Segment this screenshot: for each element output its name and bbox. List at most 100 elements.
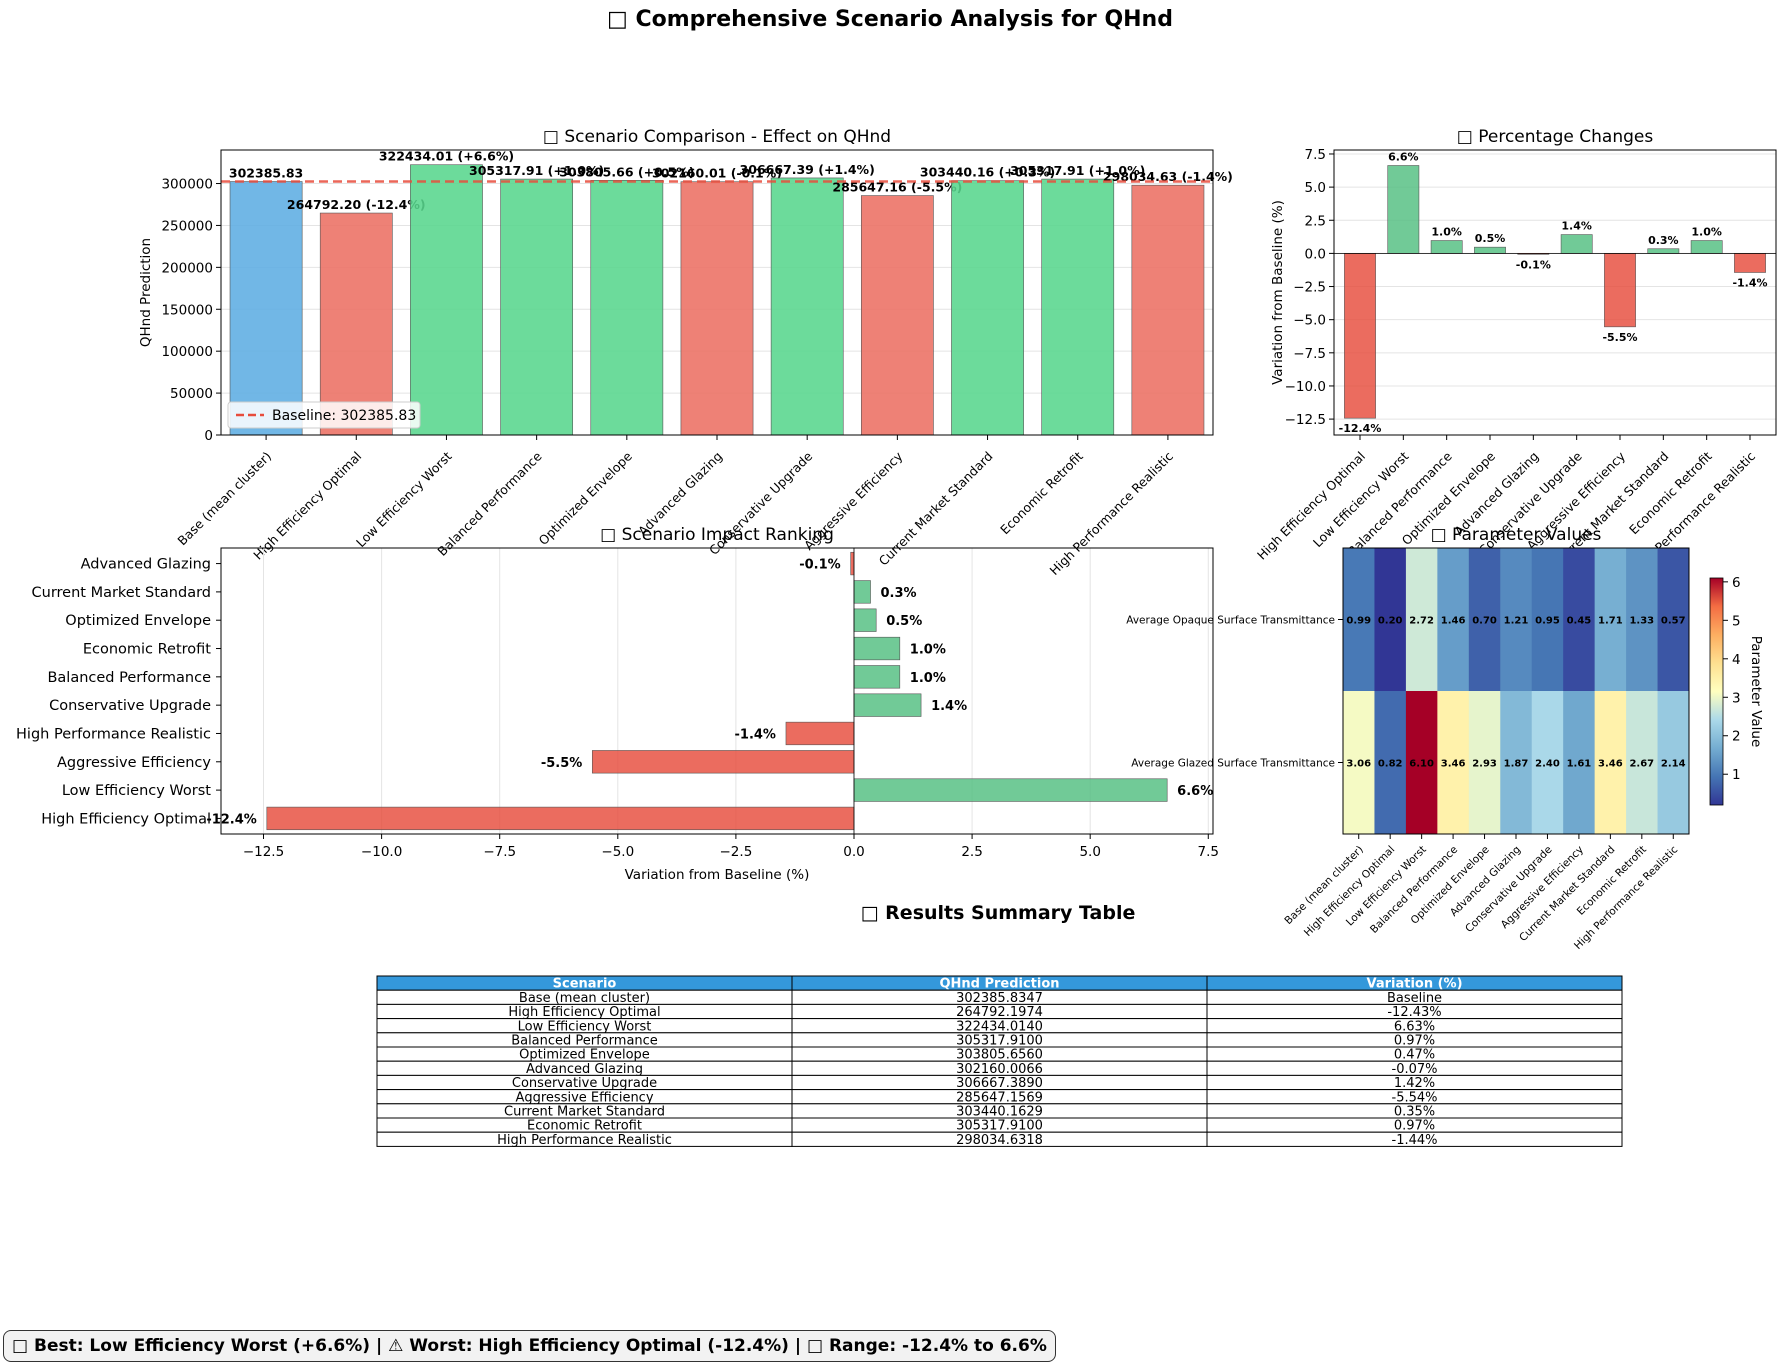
heatmap-cell-label: 0.99: [1346, 616, 1371, 627]
table-cell-text: 303440.1629: [956, 1105, 1043, 1120]
heatmap-cell-label: 0.57: [1661, 616, 1686, 627]
x-tick-label: −5.0: [601, 844, 634, 860]
legend-box: [227, 401, 421, 429]
heatmap-cell: [1405, 548, 1438, 692]
bar-value-label: 1.4%: [931, 699, 967, 714]
table-cell-text: 0.47%: [1394, 1048, 1435, 1063]
axes-frame: [1342, 547, 1690, 835]
bar: [680, 181, 754, 436]
bar: [1131, 184, 1205, 436]
page-title: □ Comprehensive Scenario Analysis for QH…: [607, 7, 1173, 32]
bar-value-label: -12.4%: [206, 812, 257, 827]
table-cell-text: Aggressive Efficiency: [515, 1090, 653, 1105]
heatmap-cell: [1657, 691, 1690, 835]
y-tick-label: Optimized Envelope: [65, 613, 211, 629]
parameter-heatmap: 0.99 0.20 2.72 1.46 0.70 1.21 0.95 0.45 1.71 1.33…: [1126, 525, 1764, 952]
table-cell-text: Balanced Performance: [511, 1034, 658, 1049]
bar: [229, 181, 303, 436]
bar-value-label: 0.5%: [886, 614, 922, 629]
colorbar-label: Parameter Value: [1748, 636, 1764, 748]
heatmap-cell: [1374, 548, 1407, 692]
y-tick-label: Current Market Standard: [32, 585, 212, 601]
chart-title: □ Scenario Impact Ranking: [600, 525, 834, 545]
heatmap-cell: [1500, 548, 1533, 692]
y-tick-label: 300000: [161, 177, 213, 193]
bar: [1734, 253, 1766, 273]
table-cell-text: -5.54%: [1392, 1090, 1438, 1105]
x-tick-label: Economic Retrofit: [997, 448, 1086, 537]
heatmap-row-label: Average Opaque Surface Transmittance: [1126, 615, 1335, 627]
table-cell-text: 302385.8347: [956, 991, 1043, 1006]
bar: [410, 164, 483, 436]
table-cell-text: High Performance Realistic: [497, 1133, 672, 1148]
heatmap-cell: [1531, 548, 1564, 692]
heatmap-cell: [1563, 691, 1596, 835]
table-header-text: Scenario: [553, 977, 617, 992]
heatmap-cell-label: 2.93: [1472, 759, 1497, 770]
heatmap-cell-label: 0.70: [1472, 616, 1497, 627]
heatmap-cell: [1343, 691, 1375, 835]
heatmap-cell: [1594, 691, 1627, 835]
table-cell-text: 0.97%: [1394, 1119, 1435, 1134]
bar-value-label: 0.3%: [881, 586, 917, 601]
bar-value-label: 1.4%: [1561, 220, 1592, 233]
heatmap-cell: [1500, 691, 1533, 835]
bar-value-label: 302385.83: [229, 166, 303, 181]
table-cell-text: Economic Retrofit: [527, 1119, 642, 1134]
heatmap-cell-label: 1.46: [1441, 616, 1466, 627]
y-tick-label: Aggressive Efficiency: [57, 755, 211, 771]
bar-value-label: 1.0%: [1691, 226, 1722, 239]
x-tick-label: −10.0: [361, 844, 402, 860]
table-cell: [1206, 1131, 1623, 1147]
table-header-text: Variation (%): [1366, 977, 1462, 992]
y-axis-label: Variation from Baseline (%): [1270, 200, 1286, 385]
bar: [853, 636, 901, 661]
y-tick-label: Balanced Performance: [47, 670, 211, 686]
axes-frame: [220, 149, 1214, 436]
bar-value-label: -1.4%: [735, 727, 776, 742]
colorbar-tick-label: 1: [1732, 767, 1741, 783]
table-cell-text: Conservative Upgrade: [512, 1076, 657, 1091]
bar-value-label: -0.1%: [799, 558, 840, 573]
table-cell-text: 0.97%: [1394, 1034, 1435, 1049]
bar: [853, 580, 871, 604]
y-tick-label: Economic Retrofit: [83, 642, 211, 658]
bar-value-label: 1.0%: [910, 671, 946, 686]
table-cell-text: 6.63%: [1394, 1019, 1435, 1034]
bar: [1344, 253, 1376, 419]
heatmap-cell-label: 2.14: [1661, 759, 1686, 770]
heatmap-cell-label: 2.40: [1535, 759, 1560, 770]
x-tick-label: 0.0: [843, 844, 864, 860]
table-cell-text: 322434.0140: [956, 1019, 1043, 1034]
colorbar: [1709, 577, 1724, 806]
y-tick-label: High Performance Realistic: [16, 726, 211, 742]
bar-value-label: 303440.16 (+0.3%): [920, 165, 1055, 180]
y-tick-label: Low Efficiency Worst: [62, 783, 211, 799]
y-tick-label: 250000: [161, 218, 213, 234]
x-tick-label: Low Efficiency Worst: [353, 448, 455, 550]
bar-value-label: 6.6%: [1177, 784, 1213, 799]
bar: [860, 195, 934, 436]
table-cell-text: Optimized Envelope: [519, 1048, 650, 1063]
y-tick-label: 5.0: [1305, 180, 1326, 196]
heatmap-cell: [1531, 691, 1564, 835]
table-cell-text: Advanced Glazing: [526, 1062, 643, 1077]
table-cell-text: 303805.6560: [956, 1048, 1043, 1063]
results-summary-table: Scenario QHnd Prediction Variation (%)Base…: [376, 975, 1623, 1148]
heatmap-cell: [1563, 548, 1596, 692]
table-cell-text: 298034.6318: [956, 1133, 1043, 1148]
y-tick-label: 100000: [161, 344, 213, 360]
x-tick-label: Balanced Performance: [434, 448, 545, 559]
bar-value-label: 306667.39 (+1.4%): [740, 162, 875, 177]
comparison-chart: 0 50000 100000 150000 200000 250000 300000 3023…: [138, 127, 1233, 578]
table-cell-text: Low Efficiency Worst: [518, 1019, 652, 1034]
chart-title: □ Parameter Values: [1431, 525, 1602, 545]
bar: [591, 750, 855, 774]
bar: [1560, 234, 1593, 254]
heatmap-cell-label: 3.06: [1346, 759, 1371, 770]
bar-value-label: 264792.20 (-12.4%): [287, 197, 426, 212]
heatmap-cell-label: 3.46: [1441, 759, 1466, 770]
bar: [785, 721, 855, 746]
table-cell-text: 1.42%: [1394, 1076, 1435, 1091]
y-tick-label: 0: [204, 428, 213, 444]
